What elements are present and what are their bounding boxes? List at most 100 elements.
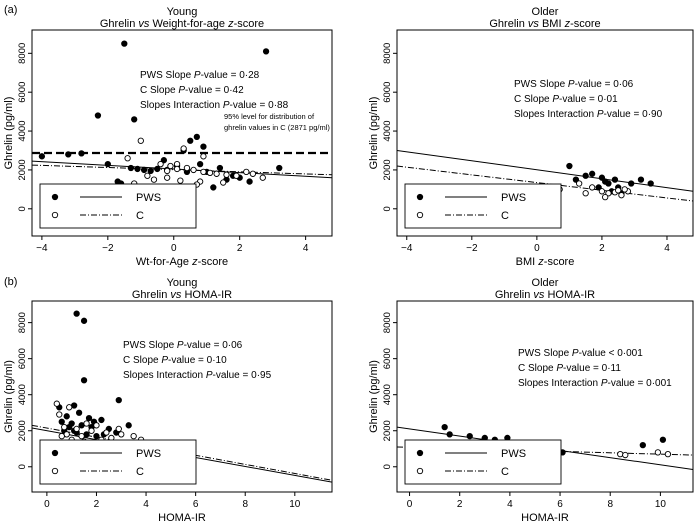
annotation-line-part: PWS Slope (123, 340, 177, 351)
fit-line-pws (397, 149, 693, 192)
data-point-c (621, 186, 628, 193)
data-point-c (144, 172, 151, 179)
x-axis-label-part: HOMA-IR (521, 512, 569, 521)
data-point-pws (216, 164, 224, 172)
x-axis-label: HOMA-IR (158, 512, 206, 521)
plot-frame (396, 29, 694, 237)
legend-label: PWS (136, 192, 161, 204)
panel-row-label-a: (a) (4, 4, 17, 16)
data-point-pws (58, 418, 65, 425)
annotation-line: PWS Slope P-value = 0·06 (514, 79, 634, 90)
annotation-line-part: PWS Slope (518, 348, 572, 359)
annotation-line-part: P (552, 94, 559, 105)
plot-frame (31, 29, 333, 237)
chart-title-line2-part: vs (170, 289, 182, 301)
annotation-line: C Slope P-value = 0·10 (123, 355, 227, 366)
data-point-pws (628, 180, 635, 187)
y-tick-label: 4000 (17, 120, 28, 141)
data-point-c (249, 170, 257, 177)
legend-marker-pws (51, 449, 59, 457)
legend-marker-c (416, 211, 424, 219)
annotation-line-part: -value = 0·95 (213, 370, 272, 381)
annotation-line-part: -value = 0·06 (575, 79, 634, 90)
data-point-pws (147, 167, 154, 175)
data-point-pws (611, 176, 619, 183)
chart-title-line2-part: Ghrelin (489, 18, 528, 30)
x-tick-label: 0 (407, 499, 413, 510)
chart-title-line2: Ghrelin vs Weight-for-age z-score (100, 18, 264, 30)
x-tick-label: 2 (457, 499, 463, 510)
legend-box (404, 439, 562, 485)
data-point-c (115, 425, 122, 433)
legend-marker-c (416, 467, 424, 475)
y-tick-label: 8000 (382, 43, 393, 64)
x-tick-label: 8 (607, 499, 613, 510)
annotation-line-part: -value < 0·001 (579, 348, 644, 359)
annotation-line-part: P (161, 355, 168, 366)
legend-marker-pws (416, 193, 424, 201)
data-point-c (130, 432, 137, 440)
legend-label: C (501, 466, 509, 478)
y-tick-label: 0 (17, 206, 28, 211)
data-point-c (233, 172, 240, 179)
data-point-pws (595, 184, 602, 191)
x-tick-label: −2 (466, 243, 478, 254)
data-point-pws (78, 150, 85, 157)
annotation-line-part: -value = 0·42 (185, 85, 244, 96)
data-point-pws (572, 176, 580, 183)
data-point-pws (104, 160, 111, 168)
data-point-c (200, 153, 207, 160)
annotation-line-part: P (572, 348, 579, 359)
data-point-pws (210, 184, 217, 191)
legend-label: C (136, 210, 144, 222)
data-point-pws (80, 377, 88, 384)
data-point-pws (131, 116, 138, 123)
y-tick-label: 6000 (382, 82, 393, 103)
data-point-c (622, 451, 629, 459)
data-point-c (173, 165, 181, 173)
annotation-line-part: -value = 0·01 (559, 94, 618, 105)
data-point-pws (187, 137, 194, 144)
data-point-c (602, 193, 609, 201)
annotation-line-part: C Slope (514, 94, 552, 105)
data-point-pws (93, 432, 100, 440)
data-point-pws (121, 40, 128, 47)
annotation-line-part: P (223, 100, 230, 111)
data-point-c (124, 155, 131, 162)
annotation-line-part: P (568, 79, 575, 90)
data-point-c (180, 145, 187, 152)
x-axis-label-part: -score (544, 256, 575, 268)
data-point-c (243, 168, 250, 176)
data-point-pws (94, 112, 102, 119)
chart-title-line2-part: vs (138, 18, 150, 30)
data-point-c (118, 431, 125, 438)
chart-title-line2-part: -score (234, 18, 265, 30)
annotation-line-part: P (194, 70, 201, 81)
y-tick-label: 8000 (17, 43, 28, 64)
x-axis-label: HOMA-IR (521, 512, 569, 521)
y-tick-label: 2000 (382, 159, 393, 180)
annotation-line-part: PWS Slope (514, 79, 568, 90)
data-point-pws (582, 172, 589, 179)
annotation-line-part: Slopes Interaction (518, 378, 601, 389)
annotation-line: C Slope P-value = 0·42 (140, 85, 244, 96)
chart-title-line2-part: -score (570, 18, 601, 30)
annotation-line-part: C Slope (518, 363, 556, 374)
y-tick-label: 2000 (382, 420, 393, 441)
data-point-pws (115, 396, 122, 404)
data-point-c (56, 411, 63, 418)
data-point-pws (193, 133, 200, 141)
x-tick-label: 2 (599, 243, 605, 254)
data-point-pws (276, 164, 283, 172)
data-point-pws (85, 414, 93, 422)
legend-marker-c (51, 211, 59, 219)
data-point-pws (637, 176, 645, 183)
y-tick-label: 2000 (17, 420, 28, 441)
annotation-line: Slopes Interaction P-value = 0·90 (514, 109, 663, 120)
chart-title-line2: Ghrelin vs BMI z-score (489, 18, 600, 30)
data-point-pws (127, 164, 135, 172)
